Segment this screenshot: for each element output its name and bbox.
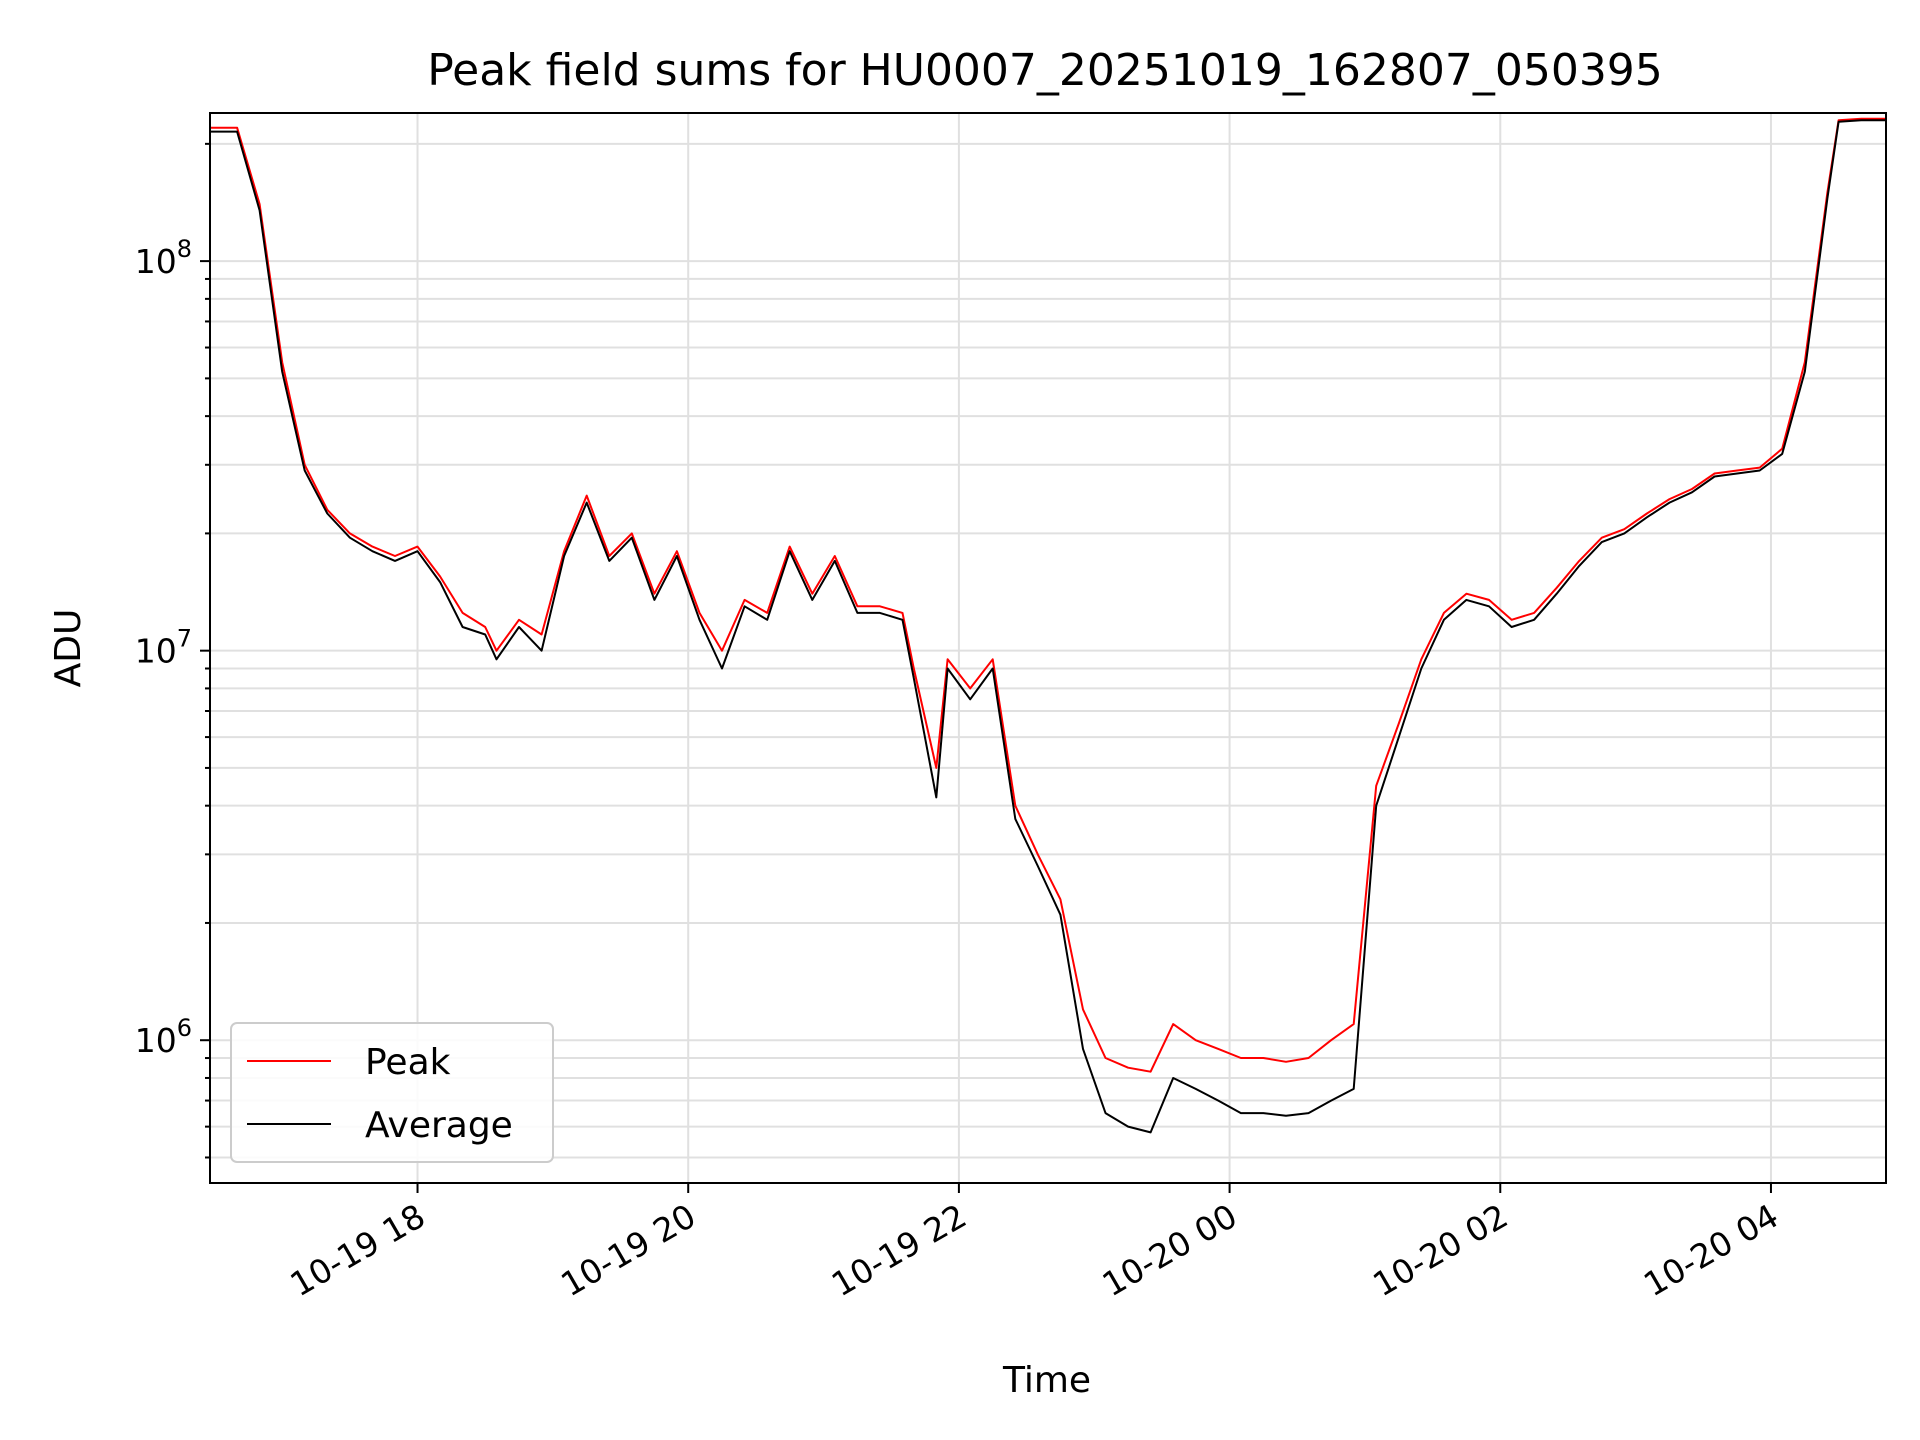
chart-title: Peak field sums for HU0007_20251019_1628… xyxy=(427,45,1663,96)
legend-label-average: Average xyxy=(365,1105,513,1146)
y-tick-label: 108 xyxy=(135,235,192,281)
y-tick-label: 106 xyxy=(135,1014,192,1060)
legend: Peak Average xyxy=(230,1022,554,1163)
series-line-peak xyxy=(210,117,1886,1073)
x-axis-label: Time xyxy=(1002,1360,1091,1401)
legend-label-peak: Peak xyxy=(365,1042,451,1083)
y-tick-label: 107 xyxy=(135,625,192,671)
y-axis-label: ADU xyxy=(48,609,89,688)
series-line-average xyxy=(210,119,1886,1134)
legend-box xyxy=(230,1022,554,1163)
y-axis: 106 107 108 xyxy=(135,142,210,1159)
plot-frame xyxy=(209,112,1887,1184)
series-layer xyxy=(210,117,1886,1134)
